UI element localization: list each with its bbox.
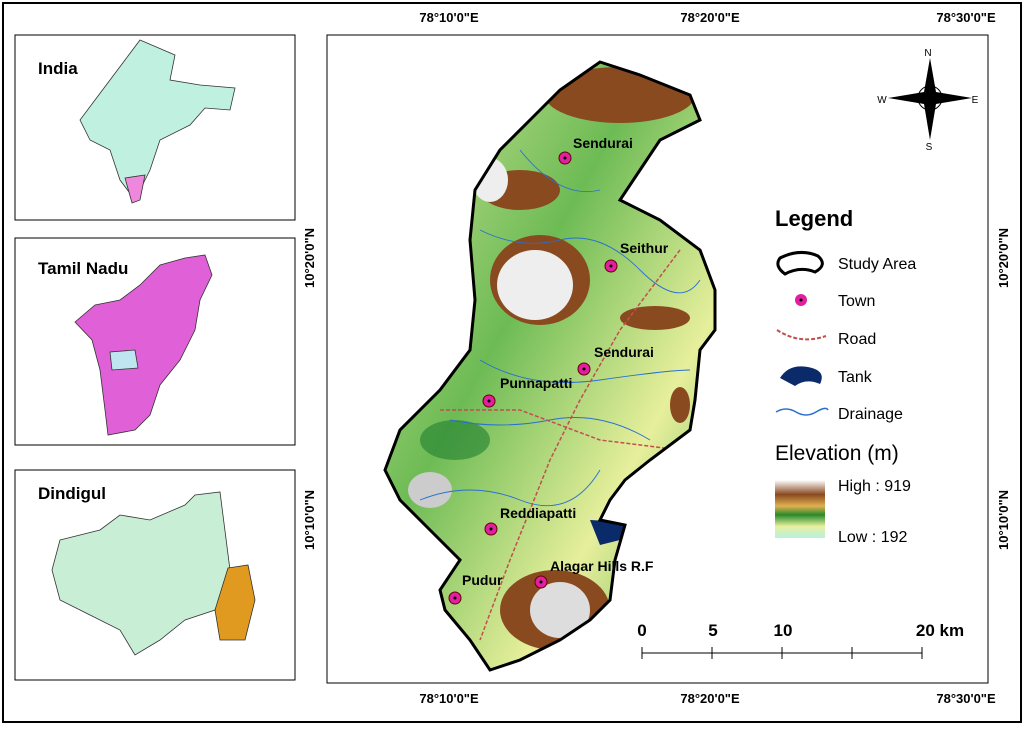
legend-item: Tank bbox=[838, 369, 873, 386]
inset-title: Tamil Nadu bbox=[38, 259, 128, 278]
legend-item: Road bbox=[838, 331, 876, 348]
inset-title: India bbox=[38, 59, 78, 78]
grid-label: 78°10'0"E bbox=[419, 10, 479, 25]
compass-s: S bbox=[926, 142, 933, 153]
elevation-high: High : 919 bbox=[838, 478, 911, 495]
compass-n: N bbox=[924, 48, 931, 59]
grid-label: 78°20'0"E bbox=[680, 691, 740, 706]
scale-label: 20 km bbox=[916, 621, 964, 640]
grid-label: 78°10'0"E bbox=[419, 691, 479, 706]
grid-label: 78°30'0"E bbox=[936, 10, 996, 25]
elevation-low: Low : 192 bbox=[838, 529, 907, 546]
town-label: Pudur bbox=[462, 572, 503, 588]
legend-item: Study Area bbox=[838, 256, 916, 273]
legend-item: Drainage bbox=[838, 406, 903, 423]
grid-label: 10°10'0"N bbox=[302, 490, 317, 550]
grid-label: 78°30'0"E bbox=[936, 691, 996, 706]
elevation-title: Elevation (m) bbox=[775, 442, 899, 465]
inset-tamil-nadu: Tamil Nadu bbox=[14, 237, 296, 446]
scale-bar: 0 5 10 20 km bbox=[637, 621, 964, 659]
towns: Sendurai Seithur Sendurai Punnapatti Red… bbox=[448, 135, 669, 605]
scale-label: 10 bbox=[774, 621, 793, 640]
town-label: Sendurai bbox=[594, 344, 654, 360]
town-label: Sendurai bbox=[573, 135, 633, 151]
inset-title: Dindigul bbox=[38, 484, 106, 503]
grid-label: 78°20'0"E bbox=[680, 10, 740, 25]
inset-dindigul: Dindigul bbox=[14, 469, 296, 681]
compass: N S W E bbox=[877, 48, 978, 153]
scale-label: 0 bbox=[637, 621, 646, 640]
grid-label: 10°20'0"N bbox=[302, 228, 317, 288]
grid-label: 10°10'0"N bbox=[996, 490, 1011, 550]
legend: Legend Study Area Town Road Tank Drainag… bbox=[775, 206, 916, 546]
compass-e: E bbox=[972, 95, 979, 106]
town-label: Reddiapatti bbox=[500, 505, 576, 521]
inset-india: India bbox=[14, 34, 296, 221]
town-label: Alagar Hills R.F bbox=[550, 558, 654, 574]
legend-item: Town bbox=[838, 293, 875, 310]
legend-title: Legend bbox=[775, 206, 853, 231]
scale-label: 5 bbox=[708, 621, 717, 640]
town-label: Punnapatti bbox=[500, 375, 572, 391]
town-label: Seithur bbox=[620, 240, 669, 256]
compass-w: W bbox=[877, 95, 887, 106]
grid-label: 10°20'0"N bbox=[996, 228, 1011, 288]
